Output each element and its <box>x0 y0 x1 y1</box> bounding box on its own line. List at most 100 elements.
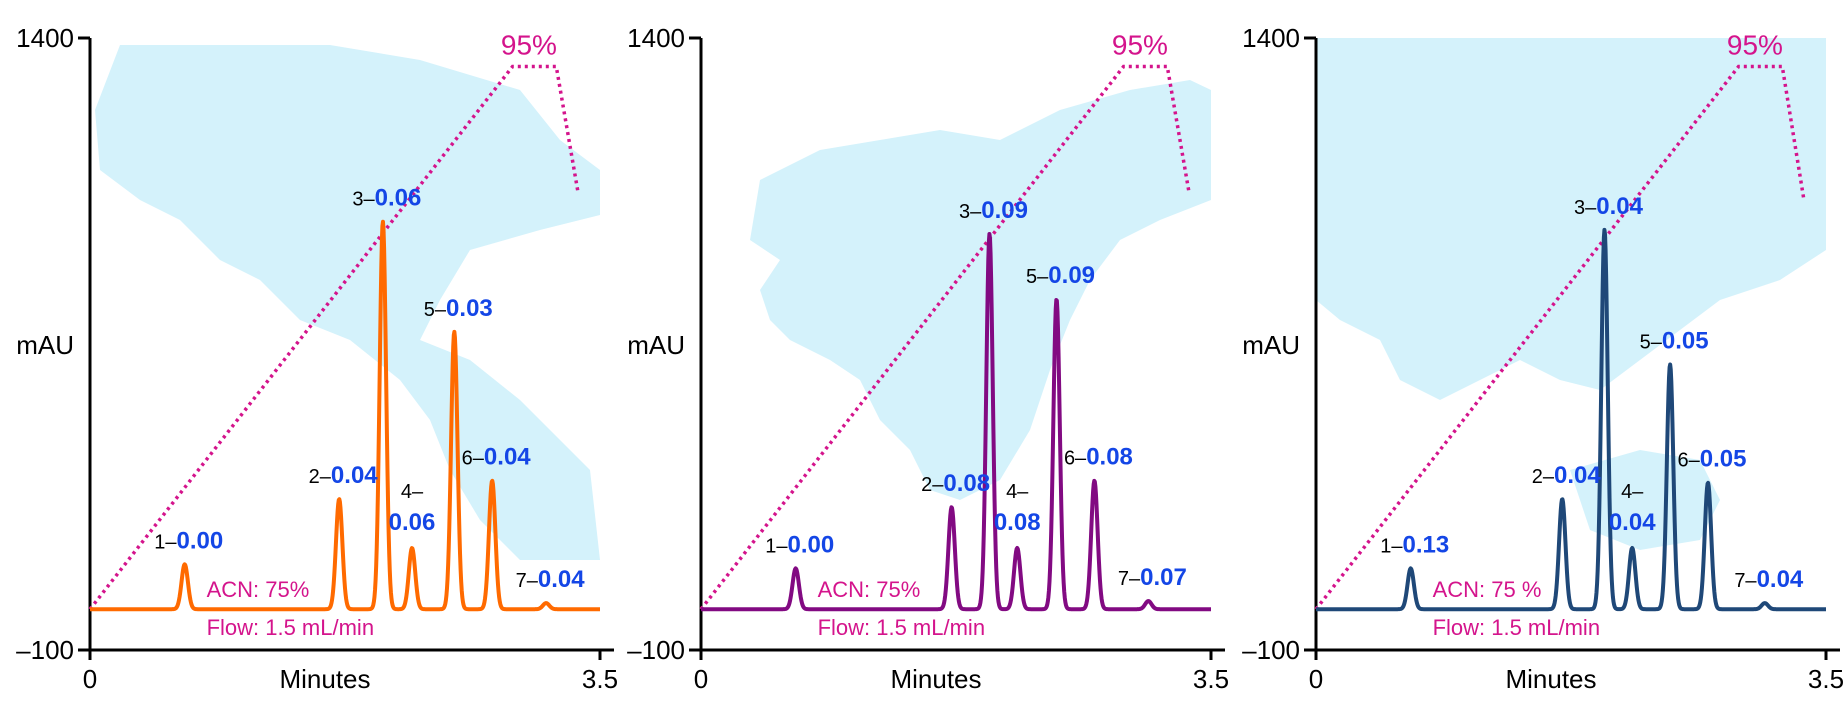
peak-label-6: 6–0.05 <box>1677 446 1746 473</box>
background-map-shape-3 <box>1316 38 1826 550</box>
y-tick-label-max: 1400 <box>627 23 685 53</box>
peak-id-label: 5– <box>1640 331 1663 353</box>
y-tick-label-max: 1400 <box>16 23 74 53</box>
peak-id-label: 1– <box>765 535 788 557</box>
peak-label-2: 2–0.04 <box>1532 462 1602 489</box>
y-tick-label-max: 1400 <box>1242 23 1300 53</box>
flow-label: Flow: 1.5 mL/min <box>818 615 986 640</box>
peak-value-label: 0.08 <box>994 509 1041 536</box>
gradient-start-label: ACN: 75% <box>207 577 310 602</box>
peak-id-label: 7– <box>1734 570 1757 592</box>
y-axis-label: mAU <box>16 330 74 360</box>
peak-id-label: 7– <box>1118 568 1141 590</box>
peak-id-label: 1– <box>1380 535 1403 557</box>
x-tick-label-max: 3.5 <box>582 664 618 694</box>
peak-value-label: 0.09 <box>1048 262 1095 289</box>
flow-label: Flow: 1.5 mL/min <box>1433 615 1601 640</box>
peak-label-2: 2–0.08 <box>921 470 990 497</box>
peak-id-label: 7– <box>516 570 539 592</box>
peak-id-label: 2– <box>1532 466 1555 488</box>
peak-label-3: 3–0.04 <box>1574 193 1644 220</box>
flow-label: Flow: 1.5 mL/min <box>207 615 374 640</box>
peak-label-1: 1–0.00 <box>154 527 223 554</box>
peak-label-5: 5–0.09 <box>1026 262 1095 289</box>
x-tick-label-min: 0 <box>1309 664 1323 694</box>
y-axis-label: mAU <box>627 330 685 360</box>
peak-value-label: 0.04 <box>484 444 531 471</box>
peak-value-label: 0.09 <box>981 197 1028 224</box>
gradient-start-label: ACN: 75 % <box>1433 577 1542 602</box>
peak-label-6: 6–0.08 <box>1064 444 1133 471</box>
gradient-end-label: 95% <box>1727 30 1783 61</box>
peak-value-label: 0.13 <box>1402 531 1449 558</box>
peak-id-label: 6– <box>462 448 485 470</box>
peak-label-3: 3–0.09 <box>959 197 1028 224</box>
peak-value-label: 0.07 <box>1140 564 1187 591</box>
peak-id-label: 3– <box>352 189 375 211</box>
peak-id-label: 3– <box>1574 197 1597 219</box>
peak-value-label: 0.00 <box>176 527 223 554</box>
peak-value-label: 0.06 <box>389 509 436 536</box>
peak-value-label: 0.08 <box>943 470 990 497</box>
peak-label-3: 3–0.06 <box>352 185 421 212</box>
peak-value-label: 0.04 <box>1757 566 1804 593</box>
peak-value-label: 0.04 <box>331 462 378 489</box>
peak-id-label: 4– <box>401 481 424 503</box>
peak-value-label: 0.04 <box>1609 509 1656 536</box>
peak-label-2: 2–0.04 <box>309 462 379 489</box>
gradient-end-label: 95% <box>1112 30 1168 61</box>
peak-id-label: 2– <box>309 466 332 488</box>
peak-label-7: 7–0.04 <box>1734 566 1804 593</box>
x-tick-label-max: 3.5 <box>1193 664 1229 694</box>
x-tick-label-min: 0 <box>83 664 97 694</box>
peak-value-label: 0.03 <box>446 295 493 322</box>
x-axis-label: Minutes <box>890 664 981 694</box>
peak-id-label: 5– <box>1026 266 1049 288</box>
x-axis-label: Minutes <box>279 664 370 694</box>
peak-id-label: 5– <box>424 299 447 321</box>
peak-value-label: 0.06 <box>375 185 422 212</box>
peak-label-7: 7–0.04 <box>516 566 586 593</box>
y-tick-label-min: –100 <box>1242 635 1300 665</box>
peak-value-label: 0.04 <box>538 566 585 593</box>
peak-label-6: 6–0.04 <box>462 444 532 471</box>
y-tick-label-min: –100 <box>16 635 74 665</box>
peak-label-1: 1–0.13 <box>1380 531 1449 558</box>
chromatogram-trace <box>88 219 602 612</box>
chromatogram-panel-3: 1400 –100 0 3.5 mAU Minutes 95% ACN: 75 % Flow: … <box>1242 23 1844 694</box>
gradient-start-label: ACN: 75% <box>818 577 921 602</box>
chromatogram-trace <box>1314 227 1828 612</box>
peak-label-5: 5–0.03 <box>424 295 493 322</box>
gradient-line <box>88 64 580 611</box>
peak-value-label: 0.05 <box>1700 446 1747 473</box>
x-tick-label-max: 3.5 <box>1808 664 1844 694</box>
peak-id-label: 6– <box>1677 450 1700 472</box>
peak-id-label: 4– <box>1621 481 1644 503</box>
peak-label-5: 5–0.05 <box>1640 327 1709 354</box>
gradient-line <box>699 64 1191 611</box>
background-map-shape-2 <box>750 80 1211 500</box>
peak-value-label: 0.08 <box>1086 444 1133 471</box>
peak-label-1: 1–0.00 <box>765 531 834 558</box>
chromatogram-panel-1: 1400 –100 0 3.5 mAU Minutes 95% ACN: 75% Flow: 1… <box>16 23 618 694</box>
y-axis-label: mAU <box>1242 330 1300 360</box>
chromatogram-trace <box>699 231 1213 612</box>
gradient-end-label: 95% <box>501 30 557 61</box>
gradient-line <box>1314 64 1806 611</box>
x-axis-label: Minutes <box>1505 664 1596 694</box>
peak-label-7: 7–0.07 <box>1118 564 1187 591</box>
peak-id-label: 1– <box>154 531 177 553</box>
peak-value-label: 0.05 <box>1662 327 1709 354</box>
peak-id-label: 6– <box>1064 448 1087 470</box>
peak-id-label: 4– <box>1006 481 1029 503</box>
x-tick-label-min: 0 <box>694 664 708 694</box>
peak-value-label: 0.04 <box>1596 193 1643 220</box>
chromatogram-panel-2: 1400 –100 0 3.5 mAU Minutes 95% ACN: 75% Flow: 1… <box>627 23 1229 694</box>
peak-id-label: 2– <box>921 474 944 496</box>
peak-value-label: 0.04 <box>1554 462 1601 489</box>
peak-value-label: 0.00 <box>787 531 834 558</box>
peak-id-label: 3– <box>959 201 982 223</box>
y-tick-label-min: –100 <box>627 635 685 665</box>
